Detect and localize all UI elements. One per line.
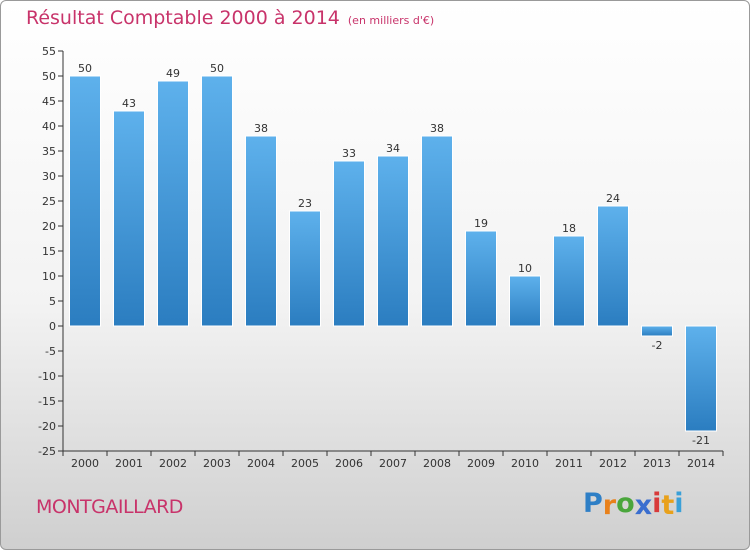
logo-letter: t <box>661 490 675 521</box>
value-label-2005: 23 <box>298 197 312 210</box>
bar-2012 <box>597 205 629 327</box>
bar-2013 <box>641 325 673 337</box>
chart-unit-text: (en milliers d'€) <box>347 14 435 27</box>
x-tick-label-2010: 2010 <box>511 457 539 470</box>
bar-2000 <box>69 75 101 327</box>
x-tick-label-2007: 2007 <box>379 457 407 470</box>
bar-2007 <box>377 155 409 327</box>
bar-2009 <box>465 230 497 327</box>
y-tick-label: -10 <box>38 370 56 383</box>
x-tick-label-2003: 2003 <box>203 457 231 470</box>
bar-2006 <box>333 160 365 327</box>
chart-title-text: Résultat Comptable 2000 à 2014 <box>26 7 340 29</box>
y-tick-label: -15 <box>38 395 56 408</box>
x-tick-label-2000: 2000 <box>71 457 99 470</box>
bar-2014 <box>685 325 717 432</box>
logo-letter: o <box>616 488 635 519</box>
y-tick-label: 55 <box>42 45 56 58</box>
value-label-2012: 24 <box>606 192 620 205</box>
x-tick-label-2001: 2001 <box>115 457 143 470</box>
value-label-2003: 50 <box>210 62 224 75</box>
value-label-2009: 19 <box>474 217 488 230</box>
logo-letter: i <box>674 488 684 519</box>
value-label-2002: 49 <box>166 67 180 80</box>
x-tick-label-2009: 2009 <box>467 457 495 470</box>
x-tick-label-2008: 2008 <box>423 457 451 470</box>
x-tick-label-2002: 2002 <box>159 457 187 470</box>
bar-2001 <box>113 110 145 327</box>
value-label-2011: 18 <box>562 222 576 235</box>
y-tick-label: -20 <box>38 420 56 433</box>
bar-2002 <box>157 80 189 327</box>
bar-2004 <box>245 135 277 327</box>
y-tick-label: 50 <box>42 70 56 83</box>
bar-2011 <box>553 235 585 327</box>
y-tick-label: 25 <box>42 195 56 208</box>
x-tick-label-2006: 2006 <box>335 457 363 470</box>
y-tick-label: 20 <box>42 220 56 233</box>
x-tick-label-2011: 2011 <box>555 457 583 470</box>
y-tick-label: -25 <box>38 445 56 458</box>
x-tick-label-2013: 2013 <box>643 457 671 470</box>
value-label-2000: 50 <box>78 62 92 75</box>
value-label-2006: 33 <box>342 147 356 160</box>
y-tick-label: 10 <box>42 270 56 283</box>
y-tick-label: 5 <box>49 295 56 308</box>
value-label-2001: 43 <box>122 97 136 110</box>
bar-2005 <box>289 210 321 327</box>
axes-group: 2000 2001 2002 2003 2004 2005 2006 2007 2008 2009… <box>38 45 724 470</box>
value-labels-group: 50 43 49 50 38 23 33 34 38 19 10 18 24 -2 -21 <box>78 62 710 447</box>
logo-letter: r <box>602 490 617 521</box>
x-tick-label-2005: 2005 <box>291 457 319 470</box>
town-name: MONTGAILLARD <box>36 496 183 518</box>
bar-2008 <box>421 135 453 327</box>
value-label-2014: -21 <box>692 434 710 447</box>
x-tick-label-2014: 2014 <box>687 457 715 470</box>
x-tick-label-2004: 2004 <box>247 457 275 470</box>
proxiti-logo: Proxiti <box>583 488 684 521</box>
value-label-2004: 38 <box>254 122 268 135</box>
y-tick-label: 0 <box>49 320 56 333</box>
bar-2010 <box>509 275 541 327</box>
y-tick-label: 45 <box>42 95 56 108</box>
value-label-2007: 34 <box>386 142 400 155</box>
value-label-2013: -2 <box>652 339 663 352</box>
chart-title: Résultat Comptable 2000 à 2014 (en millie… <box>26 7 434 29</box>
value-label-2010: 10 <box>518 262 532 275</box>
y-tick-label: 40 <box>42 120 56 133</box>
y-tick-label: 30 <box>42 170 56 183</box>
logo-letter: P <box>583 488 603 519</box>
y-tick-label: -5 <box>45 345 56 358</box>
value-label-2008: 38 <box>430 122 444 135</box>
y-tick-label: 35 <box>42 145 56 158</box>
x-tick-label-2012: 2012 <box>599 457 627 470</box>
logo-letter: i <box>652 488 662 519</box>
y-tick-label: 15 <box>42 245 56 258</box>
logo-letter: x <box>634 490 653 521</box>
bars-group <box>69 75 717 432</box>
bar-2003 <box>201 75 233 327</box>
